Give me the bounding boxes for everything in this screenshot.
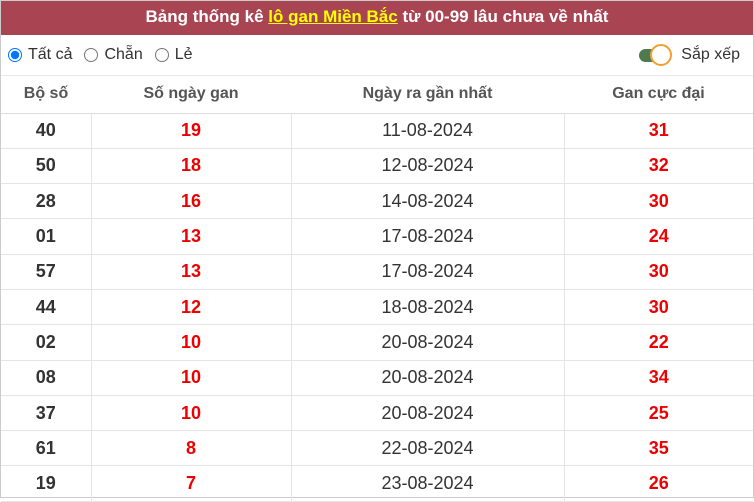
sort-label: Sắp xếp [681, 46, 740, 63]
bo-so-cell: 08 [1, 360, 92, 396]
gan-cuc-dai-cell: 30 [564, 183, 753, 220]
bo-so-cell: 02 [1, 324, 92, 361]
bo-so-cell: 44 [1, 289, 92, 326]
so-ngay-gan-cell: 10 [91, 360, 292, 396]
radio-odd-input[interactable] [154, 48, 169, 62]
toggle-knob [650, 44, 673, 66]
radio-odd[interactable]: Lẻ [154, 46, 193, 64]
bo-so-cell: 19 [1, 465, 92, 502]
ngay-ra-cell: 14-08-2024 [291, 183, 565, 220]
radio-all-input[interactable] [8, 48, 22, 62]
radio-all-label: Tất cả [28, 46, 73, 63]
filter-bar: Tất cả Chẵn Lẻ Sắp xếp [1, 35, 753, 76]
radio-odd-label: Lẻ [174, 46, 193, 63]
radio-all[interactable]: Tất cả [8, 46, 72, 64]
table-row: 28 16 14-08-2024 30 [1, 183, 753, 220]
sort-toggle[interactable] [639, 44, 673, 66]
header-gan-cuc-dai[interactable]: Gan cực đại [564, 76, 753, 114]
title-prefix: Bảng thống kê [145, 7, 269, 26]
gan-cuc-dai-cell: 35 [564, 430, 753, 467]
table-row: 19 7 23-08-2024 26 [1, 465, 753, 502]
radio-even-input[interactable] [84, 48, 99, 62]
bo-so-cell: 61 [1, 430, 92, 467]
table-row: 50 18 12-08-2024 32 [1, 148, 753, 185]
table-row: 37 10 20-08-2024 25 [1, 395, 753, 432]
table-row: 40 19 11-08-2024 31 [1, 113, 753, 149]
bo-so-cell: 57 [1, 254, 92, 290]
header-so-ngay-gan[interactable]: Số ngày gan [91, 76, 291, 114]
table-row: 01 13 17-08-2024 24 [1, 218, 753, 255]
ngay-ra-cell: 17-08-2024 [291, 254, 565, 290]
header-ngay-ra[interactable]: Ngày ra gần nhất [291, 76, 564, 114]
bo-so-cell: 50 [1, 148, 92, 185]
so-ngay-gan-cell: 12 [91, 289, 292, 326]
gan-cuc-dai-cell: 25 [564, 395, 753, 432]
gan-cuc-dai-cell: 30 [564, 289, 753, 326]
ngay-ra-cell: 20-08-2024 [291, 395, 565, 432]
lo-gan-table: Bộ số Số ngày gan Ngày ra gần nhất Gan c… [1, 76, 753, 502]
gan-cuc-dai-cell: 24 [564, 218, 753, 255]
ngay-ra-cell: 22-08-2024 [291, 430, 565, 467]
gan-cuc-dai-cell: 22 [564, 324, 753, 361]
radio-even[interactable]: Chẵn [84, 46, 143, 64]
header-bo-so[interactable]: Bộ số [1, 76, 91, 114]
ngay-ra-cell: 20-08-2024 [291, 324, 565, 361]
gan-cuc-dai-cell: 31 [564, 113, 753, 149]
ngay-ra-cell: 20-08-2024 [291, 360, 565, 396]
so-ngay-gan-cell: 16 [91, 183, 292, 220]
so-ngay-gan-cell: 7 [91, 465, 292, 502]
so-ngay-gan-cell: 13 [91, 218, 292, 255]
so-ngay-gan-cell: 13 [91, 254, 292, 290]
gan-cuc-dai-cell: 26 [564, 465, 753, 502]
ngay-ra-cell: 18-08-2024 [291, 289, 565, 326]
page-title: Bảng thống kê lô gan Miền Bắc từ 00-99 l… [1, 1, 753, 35]
so-ngay-gan-cell: 8 [91, 430, 292, 467]
ngay-ra-cell: 11-08-2024 [291, 113, 565, 149]
gan-cuc-dai-cell: 30 [564, 254, 753, 290]
ngay-ra-cell: 17-08-2024 [291, 218, 565, 255]
title-suffix: từ 00-99 lâu chưa về nhất [397, 7, 609, 26]
so-ngay-gan-cell: 10 [91, 324, 292, 361]
gan-cuc-dai-cell: 32 [564, 148, 753, 185]
lo-gan-link[interactable]: lô gan Miền Bắc [268, 7, 398, 26]
so-ngay-gan-cell: 18 [91, 148, 292, 185]
bo-so-cell: 40 [1, 113, 92, 149]
so-ngay-gan-cell: 10 [91, 395, 292, 432]
gan-cuc-dai-cell: 34 [564, 360, 753, 396]
table-row: 02 10 20-08-2024 22 [1, 324, 753, 361]
radio-even-label: Chẵn [104, 46, 143, 63]
bo-so-cell: 28 [1, 183, 92, 220]
table-row: 57 13 17-08-2024 30 [1, 254, 753, 290]
bo-so-cell: 37 [1, 395, 92, 432]
table-row: 44 12 18-08-2024 30 [1, 289, 753, 326]
table-row: 08 10 20-08-2024 34 [1, 360, 753, 396]
so-ngay-gan-cell: 19 [91, 113, 292, 149]
table-header-row: Bộ số Số ngày gan Ngày ra gần nhất Gan c… [1, 76, 753, 114]
bo-so-cell: 01 [1, 218, 92, 255]
ngay-ra-cell: 23-08-2024 [291, 465, 565, 502]
ngay-ra-cell: 12-08-2024 [291, 148, 565, 185]
table-row: 61 8 22-08-2024 35 [1, 430, 753, 467]
